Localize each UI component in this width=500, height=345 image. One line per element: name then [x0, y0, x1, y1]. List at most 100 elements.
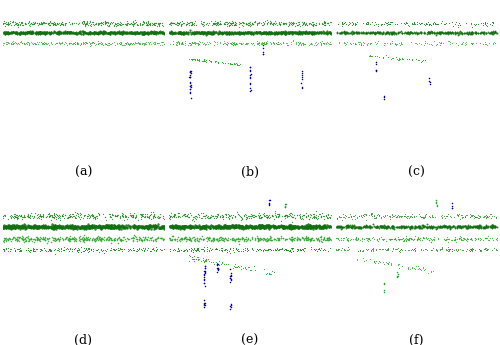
Point	[307, 224, 315, 230]
Point	[296, 28, 304, 34]
Point	[368, 213, 376, 218]
Point	[146, 235, 154, 241]
Point	[228, 30, 236, 35]
Point	[466, 214, 474, 220]
Point	[385, 259, 393, 264]
Point	[292, 22, 300, 28]
Point	[372, 59, 380, 65]
Point	[400, 225, 407, 230]
Point	[2, 225, 10, 231]
Point	[84, 237, 92, 243]
Point	[25, 224, 33, 229]
Point	[449, 30, 457, 36]
Point	[380, 40, 388, 46]
Point	[37, 39, 45, 45]
Point	[148, 235, 156, 241]
Point	[396, 213, 404, 218]
Point	[220, 41, 228, 46]
Point	[270, 20, 278, 26]
Point	[264, 29, 272, 34]
Point	[178, 39, 186, 45]
Point	[42, 225, 50, 231]
Point	[116, 30, 124, 35]
Point	[224, 225, 232, 230]
Point	[170, 211, 178, 216]
Point	[479, 31, 487, 36]
Point	[174, 234, 182, 240]
Point	[396, 236, 404, 242]
Point	[416, 214, 424, 219]
Point	[316, 39, 324, 45]
Point	[358, 42, 366, 47]
Point	[390, 226, 398, 231]
Point	[232, 223, 240, 228]
Point	[172, 223, 180, 228]
Point	[379, 55, 387, 61]
Point	[64, 249, 72, 254]
Point	[63, 235, 71, 240]
Point	[377, 216, 385, 221]
Point	[182, 224, 190, 229]
Point	[419, 58, 427, 63]
Point	[208, 235, 216, 241]
Point	[114, 223, 122, 228]
Point	[56, 234, 64, 239]
Point	[336, 237, 344, 242]
Point	[60, 213, 68, 218]
Point	[241, 247, 249, 253]
Point	[308, 29, 316, 34]
Point	[186, 90, 194, 96]
Point	[256, 236, 264, 241]
Point	[87, 223, 95, 228]
Point	[6, 224, 14, 229]
Point	[221, 224, 229, 230]
Point	[433, 203, 441, 208]
Point	[54, 247, 62, 253]
Point	[234, 211, 241, 217]
Point	[227, 40, 235, 46]
Point	[200, 224, 208, 230]
Point	[301, 41, 309, 46]
Point	[346, 40, 354, 46]
Point	[308, 224, 316, 230]
Point	[102, 41, 110, 47]
Point	[146, 30, 154, 36]
Point	[294, 225, 302, 231]
Point	[16, 31, 24, 37]
Point	[88, 21, 96, 27]
Point	[452, 29, 460, 35]
Point	[140, 42, 147, 48]
Point	[326, 40, 334, 45]
Point	[366, 40, 374, 46]
Point	[18, 234, 26, 239]
Point	[236, 236, 244, 242]
Point	[240, 30, 248, 35]
Point	[251, 235, 259, 240]
Point	[227, 276, 235, 282]
Point	[174, 248, 182, 253]
Point	[384, 223, 392, 229]
Point	[316, 225, 324, 230]
Point	[232, 246, 240, 252]
Point	[448, 40, 456, 46]
Point	[130, 223, 138, 228]
Point	[370, 213, 378, 219]
Point	[349, 41, 357, 46]
Point	[389, 29, 397, 34]
Point	[416, 223, 424, 229]
Point	[28, 30, 36, 35]
Point	[171, 237, 179, 242]
Point	[266, 201, 274, 207]
Point	[444, 246, 452, 252]
Point	[250, 42, 258, 48]
Point	[142, 247, 150, 253]
Point	[430, 224, 438, 230]
Point	[205, 20, 213, 26]
Point	[40, 224, 48, 230]
Point	[174, 210, 182, 216]
Point	[191, 30, 199, 36]
Point	[115, 30, 123, 35]
Point	[374, 29, 382, 34]
Point	[418, 247, 426, 253]
Point	[388, 237, 396, 242]
